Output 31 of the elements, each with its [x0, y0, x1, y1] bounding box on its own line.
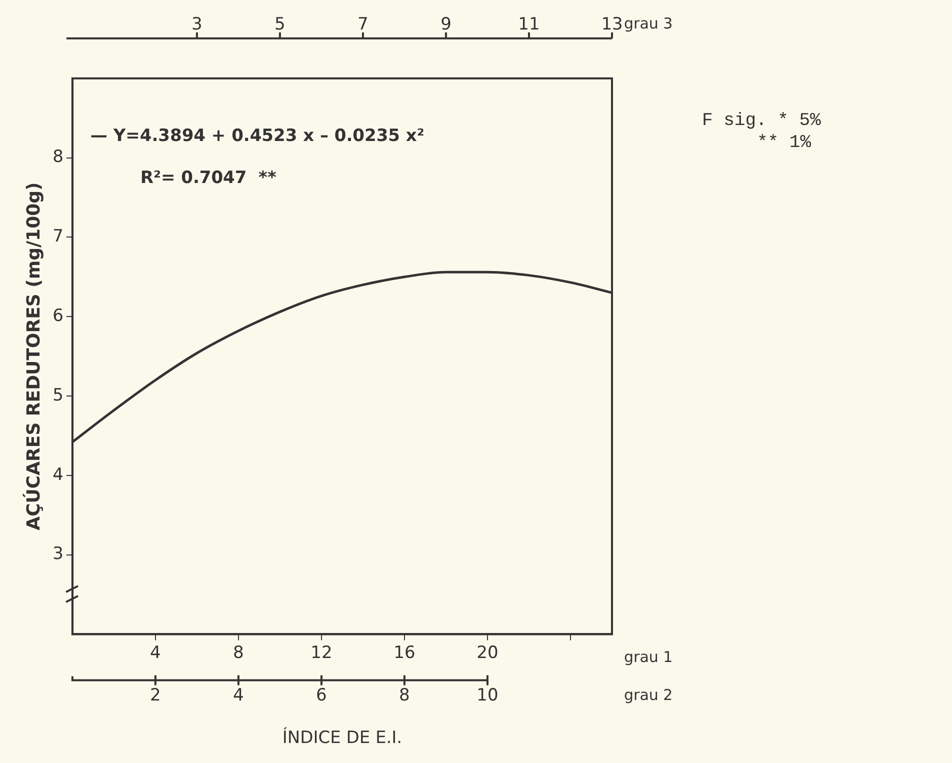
x2-tick-label: 13	[601, 14, 623, 35]
x-tick-label: 8	[233, 642, 244, 663]
y-tick-label: 7	[52, 226, 64, 247]
x2-tick-label: 9	[440, 14, 452, 35]
annotation: R²= 0.7047 **	[140, 168, 276, 188]
x-tick-label: 4	[150, 642, 161, 663]
x2-tick-label: 3	[192, 14, 202, 35]
y-tick-label: 6	[52, 306, 64, 326]
annotation: 8	[399, 686, 410, 706]
text: F sig. * 5%	[702, 111, 822, 132]
annotation: 4	[233, 686, 244, 706]
text: grau 2	[624, 686, 673, 704]
y-tick-label: 4	[52, 464, 64, 485]
y-axis-title: AÇÚCARES REDUTORES (mg/100g)	[22, 182, 44, 530]
y-tick-label: 8	[52, 147, 64, 168]
y-tick-label: 5	[52, 385, 64, 406]
annotation: — Y=4.3894 + 0.4523 x – 0.0235 x²	[90, 126, 424, 146]
annotation: 6	[316, 686, 327, 706]
x-tick-label: 20	[476, 642, 498, 663]
y-tick-label: 3	[52, 544, 64, 564]
x2-axis-title: grau 3	[624, 14, 673, 32]
annotation: 10	[476, 686, 498, 706]
text: ** 1%	[757, 133, 812, 154]
x-tick-label: 16	[394, 642, 416, 663]
x-axis-title: ÍNDICE DE E.I.	[282, 727, 402, 748]
x2-tick-label: 5	[274, 14, 286, 35]
annotation: 2	[150, 686, 161, 706]
x2-tick-label: 11	[518, 14, 540, 35]
text: grau 1	[624, 648, 673, 666]
x2-tick-label: 7	[358, 14, 368, 35]
x-tick-label: 12	[310, 642, 332, 663]
